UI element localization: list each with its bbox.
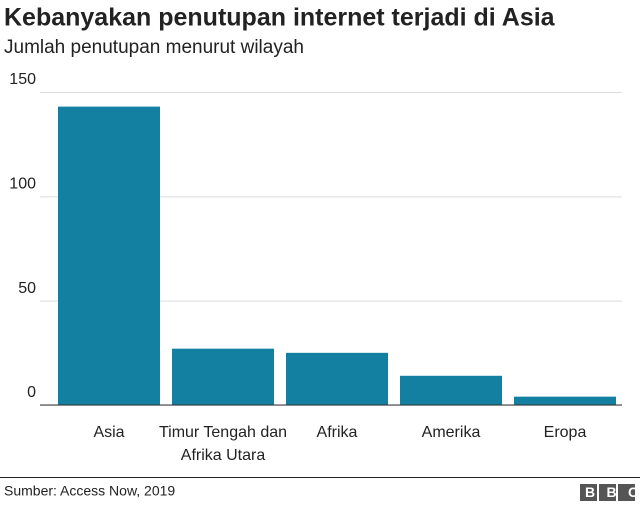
- logo-boxes: [580, 484, 635, 501]
- logo: BBC: [585, 484, 640, 500]
- x-tick-label: Eropa: [543, 424, 587, 441]
- x-tick-label: Afrika: [316, 424, 358, 441]
- y-tick-label: 0: [27, 384, 36, 401]
- chart-subtitle: Jumlah penutupan menurut wilayah: [4, 37, 304, 58]
- y-tick-label: 150: [9, 71, 36, 88]
- y-tick-label: 50: [18, 280, 36, 297]
- x-tick-label: Asia: [93, 424, 125, 441]
- x-tick-label: Amerika: [421, 424, 481, 441]
- source: Sumber: Access Now, 2019: [4, 483, 175, 499]
- bar: [286, 352, 388, 405]
- bar: [514, 396, 616, 405]
- x-tick-label: Timur Tengah dan Afrika Utara: [158, 424, 288, 464]
- y-tick-label: 100: [9, 176, 36, 193]
- bar: [58, 106, 160, 406]
- chart-title: Kebanyakan penutupan internet terjadi di…: [4, 4, 556, 32]
- bar: [172, 348, 274, 405]
- bar: [400, 375, 502, 405]
